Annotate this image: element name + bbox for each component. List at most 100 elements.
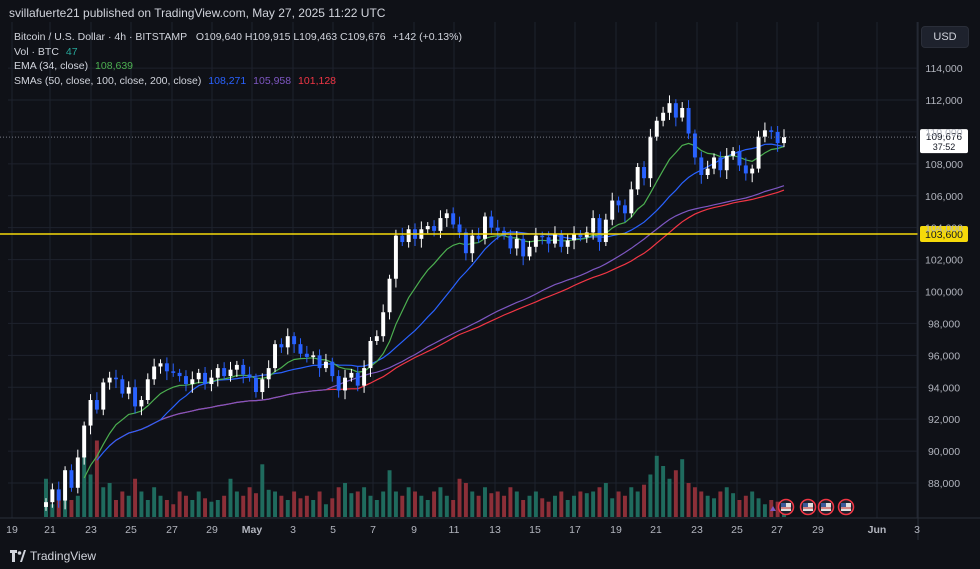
volume-bar [273, 491, 278, 517]
candle-body [145, 379, 150, 401]
candle-body [368, 340, 373, 369]
candle-body [120, 379, 125, 394]
candle-body [451, 213, 456, 225]
grid-lines [8, 22, 918, 518]
volume-bar [559, 491, 564, 517]
candle-body [311, 355, 316, 357]
candlesticks [44, 95, 786, 511]
flag-canton [781, 503, 786, 507]
candle-body [50, 489, 55, 503]
candle-body [158, 363, 163, 367]
candle-body [731, 151, 736, 156]
time-axis[interactable]: 19 21 23 25 27 29 May 3 5 7 9 11 13 15 17 19 21 23 25 27 29 J… [0, 517, 980, 536]
volume-bar [209, 501, 214, 517]
chart-pane[interactable]: 103,600 109,676 37:52 88,000 90,000 92,000 94… [0, 22, 980, 540]
economic-events[interactable] [770, 498, 855, 516]
volume-bar [260, 464, 265, 517]
volume-bar [285, 500, 290, 517]
candle-body [234, 364, 239, 370]
candle-body [762, 130, 767, 137]
volume-bar [158, 495, 163, 517]
volume-bar [400, 495, 405, 517]
footer: TradingView [0, 543, 980, 569]
time-tick-label: 29 [206, 524, 218, 536]
moving-averages [83, 142, 785, 479]
volume-bar [502, 495, 507, 517]
volume-bar [533, 491, 538, 517]
volume-bar [546, 501, 551, 517]
candle-body [508, 235, 513, 249]
volume-bar [635, 491, 640, 517]
current-price-tag [920, 129, 968, 154]
us-flag-event-icon[interactable] [817, 498, 835, 516]
volume-bar [622, 495, 627, 517]
price-tick-label: 94,000 [928, 382, 960, 394]
volume-bar [572, 495, 577, 517]
sma200-value: 101,128 [298, 74, 337, 87]
candle-body [177, 372, 182, 377]
candle-body [642, 167, 647, 179]
volume-bar [234, 491, 239, 517]
candle-body [705, 168, 710, 176]
candle-body [425, 226, 430, 230]
candle-body [718, 157, 723, 171]
candle-body [692, 133, 697, 158]
candle-body [253, 377, 258, 393]
tradingview-logo-icon [10, 550, 26, 562]
price-tick-label: 92,000 [928, 414, 960, 426]
price-axis[interactable]: 88,000 90,000 92,000 94,000 96,000 98,000 100,… [917, 22, 963, 540]
volume-bar [133, 478, 138, 517]
volume-bar [584, 493, 589, 517]
time-tick-label: 21 [44, 524, 56, 536]
volume-bar [304, 495, 309, 517]
price-tick-label: 88,000 [928, 478, 960, 490]
candle-body [107, 377, 112, 383]
candle-body [622, 205, 627, 214]
time-tick-label: May [242, 524, 263, 536]
candle-body [527, 246, 532, 257]
volume-bar [705, 495, 710, 517]
candle-body [183, 376, 188, 385]
volume-bar [648, 474, 653, 517]
us-flag-event-icon[interactable] [777, 498, 795, 516]
currency-button[interactable]: USD [921, 26, 969, 48]
candle-body [88, 400, 93, 426]
time-tick-label: 3 [290, 524, 296, 536]
volume-bar [75, 495, 80, 517]
candle-body [552, 234, 557, 244]
ohlc-values: O109,640 H109,915 L109,463 C109,676 [195, 31, 386, 43]
flag-canton [821, 503, 826, 507]
volume-bar [215, 500, 220, 517]
time-tick-label: 7 [370, 524, 376, 536]
candle-body [215, 368, 220, 378]
candle-body [686, 107, 691, 134]
volume-bar [642, 484, 647, 517]
candle-body [69, 470, 74, 488]
volume-bar [177, 491, 182, 517]
candle-body [355, 372, 360, 386]
candle-body [629, 189, 634, 214]
candle-body [400, 235, 405, 243]
candle-body [343, 377, 347, 391]
volume-bar [50, 504, 55, 517]
candle-body [743, 165, 748, 174]
candle-body [584, 232, 589, 238]
volume-bar [432, 491, 437, 517]
volume-bar [317, 491, 322, 517]
volume-bar [228, 478, 233, 517]
flag-canton [803, 503, 808, 507]
volume-bar [311, 500, 316, 517]
volume-bar [451, 500, 456, 517]
time-tick-label: 27 [166, 524, 178, 536]
volume-histogram [44, 440, 786, 517]
candle-body [572, 234, 577, 241]
volume-bar [279, 495, 284, 517]
candle-body [699, 157, 704, 176]
us-flag-event-icon[interactable] [799, 498, 817, 516]
candle-body [260, 379, 265, 393]
us-flag-event-icon[interactable] [837, 498, 855, 516]
candle-body [152, 366, 157, 380]
candle-body [673, 103, 678, 118]
candle-body [597, 218, 602, 243]
